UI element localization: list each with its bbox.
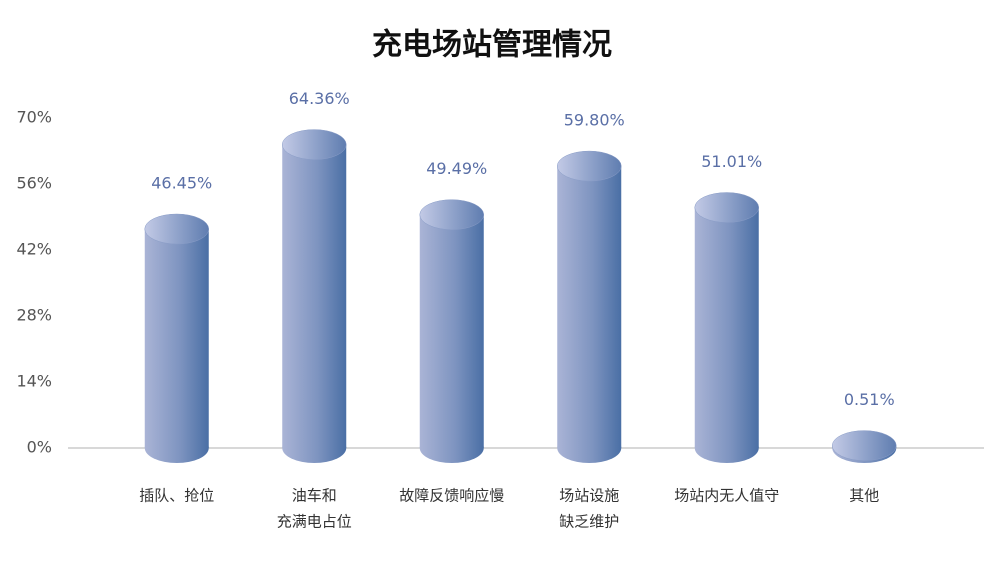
cylinder-top [557,150,622,182]
cylinder-body [557,166,622,449]
value-label: 51.01% [701,152,762,171]
cylinder-body [694,207,759,448]
cylinder-body [419,214,484,448]
cylinder-body [144,229,209,448]
chart-title: 充电场站管理情况 [372,28,612,63]
cylinder-top [694,192,759,223]
y-tick-label: 42% [16,240,52,259]
cylinder [832,430,897,463]
cylinder [419,199,484,463]
x-tick-label: 缺乏维护 [559,513,619,531]
x-tick-label: 油车和 [292,487,337,505]
cylinder-top [282,129,347,160]
value-label: 0.51% [844,390,895,409]
y-tick-label: 0% [27,438,52,457]
cylinder-top [419,199,484,230]
value-label: 46.45% [151,174,212,193]
x-tick-label: 插队、抢位 [139,487,214,505]
x-tick-label: 场站设施 [559,487,619,505]
cylinder-top [832,430,897,461]
cylinder [144,213,209,463]
cylinder-body [282,144,347,449]
cylinder [282,129,347,463]
value-label: 59.80% [564,111,625,130]
x-tick-label: 充满电占位 [277,513,352,531]
y-tick-label: 14% [16,372,52,391]
cylinder [557,150,622,463]
cylinder [694,192,759,463]
x-tick-label: 其他 [849,487,879,505]
cylinder-top [144,213,209,245]
y-tick-label: 56% [16,174,52,193]
y-tick-label: 28% [16,306,52,325]
value-label: 64.36% [289,89,350,108]
value-label: 49.49% [426,159,487,178]
x-tick-label: 故障反馈响应慢 [399,487,504,505]
x-tick-label: 场站内无人值守 [674,487,779,505]
y-tick-label: 70% [16,108,52,127]
